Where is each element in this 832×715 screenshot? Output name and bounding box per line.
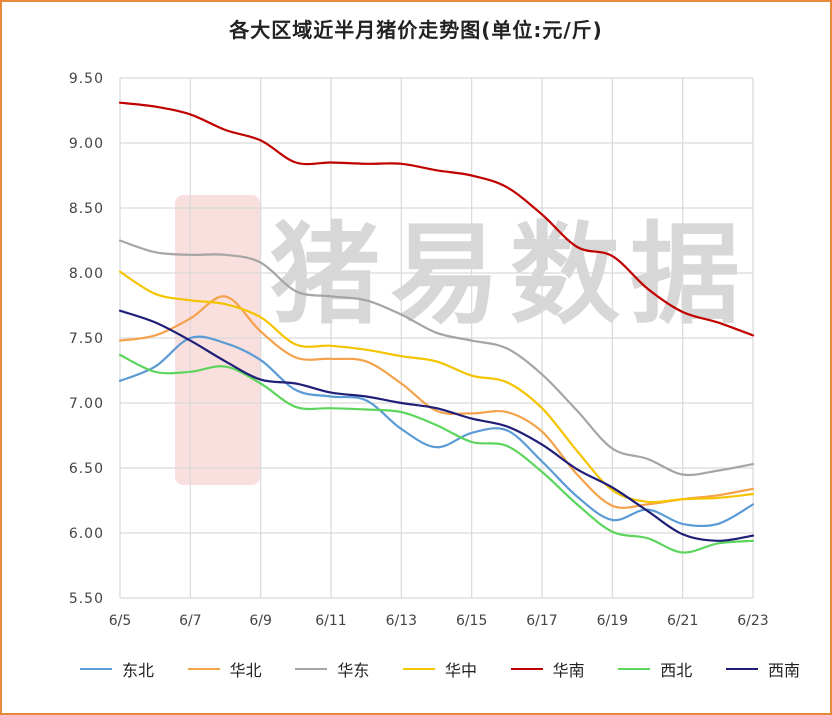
legend-item: 华北 bbox=[187, 657, 262, 681]
legend-label: 华中 bbox=[444, 661, 477, 680]
chart-title: 各大区域近半月猪价走势图(单位:元/斤) bbox=[229, 18, 603, 42]
legend-item: 华南 bbox=[510, 657, 585, 681]
legend-label: 华东 bbox=[337, 661, 370, 680]
legend-swatch bbox=[295, 668, 328, 670]
x-tick-label: 6/5 bbox=[109, 613, 132, 629]
x-tick-label: 6/23 bbox=[737, 613, 768, 629]
legend-swatch bbox=[402, 668, 435, 670]
x-tick-label: 6/7 bbox=[179, 613, 202, 629]
legend-swatch bbox=[80, 668, 112, 670]
legend-swatch bbox=[618, 668, 651, 670]
legend-label: 华北 bbox=[229, 661, 262, 680]
y-tick-label: 8.00 bbox=[69, 266, 104, 282]
legend-item: 西北 bbox=[618, 657, 692, 681]
x-axis: 6/5 6/7 6/9 6/11 6/13 6/15 6/17 6/19 6/21 6/23 bbox=[109, 613, 769, 629]
series-lines bbox=[118, 101, 755, 554]
x-tick-label: 6/15 bbox=[456, 613, 487, 629]
x-tick-label: 6/11 bbox=[315, 613, 346, 629]
series-line-华中 bbox=[118, 270, 755, 504]
x-tick-label: 6/9 bbox=[249, 613, 272, 629]
x-tick-label: 6/21 bbox=[667, 613, 698, 629]
y-tick-label: 6.00 bbox=[69, 526, 104, 542]
y-axis: 9.50 9.00 8.50 8.00 7.50 7.00 6.50 6.00 5.50 bbox=[69, 71, 104, 607]
series-line-西北 bbox=[118, 353, 755, 554]
legend-swatch bbox=[725, 668, 758, 670]
y-tick-label: 7.50 bbox=[69, 331, 104, 347]
series-line-华南 bbox=[118, 101, 755, 337]
legend-label: 华南 bbox=[552, 661, 585, 680]
y-tick-label: 8.50 bbox=[69, 201, 104, 217]
y-tick-label: 7.00 bbox=[69, 396, 104, 412]
legend-item: 西南 bbox=[725, 657, 800, 681]
x-tick-label: 6/13 bbox=[386, 613, 417, 629]
legend-label: 东北 bbox=[122, 661, 155, 680]
y-tick-label: 5.50 bbox=[69, 591, 104, 607]
legend-label: 西北 bbox=[660, 661, 693, 680]
legend-swatch bbox=[510, 668, 543, 670]
series-line-华北 bbox=[118, 295, 755, 509]
series-line-华东 bbox=[118, 239, 755, 477]
y-tick-label: 9.50 bbox=[69, 71, 104, 87]
legend-swatch bbox=[187, 668, 220, 670]
legend-label: 西南 bbox=[767, 661, 800, 680]
legend-item: 华东 bbox=[295, 657, 369, 681]
series-line-东北 bbox=[118, 335, 755, 528]
series-line-西南 bbox=[118, 309, 755, 542]
legend-item: 华中 bbox=[402, 657, 477, 681]
y-tick-label: 6.50 bbox=[69, 461, 104, 477]
x-tick-label: 6/17 bbox=[526, 613, 557, 629]
legend: 东北 华北 华东 华中 华南 西北 西南 bbox=[80, 656, 800, 682]
y-tick-label: 9.00 bbox=[69, 136, 104, 152]
legend-item: 东北 bbox=[80, 657, 154, 681]
x-tick-label: 6/19 bbox=[597, 613, 628, 629]
grid bbox=[119, 77, 754, 599]
